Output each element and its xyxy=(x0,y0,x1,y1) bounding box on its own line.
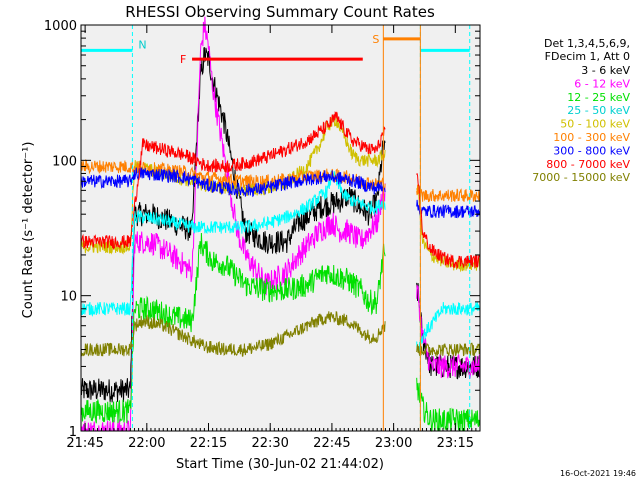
legend-entry-50-100-keV: 50 - 100 keV xyxy=(560,118,630,131)
legend-entry-7000-15000-keV: 7000 - 15000 keV xyxy=(532,171,630,184)
series-line-300-800-keV xyxy=(80,167,481,219)
night-label: N xyxy=(138,38,146,51)
saa-label: S xyxy=(372,33,379,46)
legend-entry-6-12-keV: 6 - 12 keV xyxy=(574,77,630,90)
x-tick-label-4: 22:45 xyxy=(313,436,350,451)
y-tick-label-2: 100 xyxy=(52,154,77,169)
x-tick-label-6: 23:15 xyxy=(437,436,474,451)
x-tick-label-3: 22:30 xyxy=(251,436,288,451)
data-gaps xyxy=(385,25,417,431)
x-axis-label: Start Time (30-Jun-02 21:44:02) xyxy=(176,457,384,472)
series-line-12-25-keV xyxy=(80,232,481,432)
data-gap-0 xyxy=(385,25,417,431)
x-tick-label-2: 22:15 xyxy=(190,436,227,451)
legend-entry-300-800-keV: 300 - 800 keV xyxy=(553,144,630,157)
y-tick-label-3: 1000 xyxy=(44,19,77,34)
legend-entry-25-50-keV: 25 - 50 keV xyxy=(567,104,630,117)
legend-entry-800-7000-keV: 800 - 7000 keV xyxy=(546,158,630,171)
annotations: N F S xyxy=(81,25,471,431)
y-tick-label-0: 1 xyxy=(69,425,77,440)
chart-title: RHESSI Observing Summary Count Rates xyxy=(125,3,435,21)
y-axis-label: Count Rate (s⁻¹ detector⁻¹) xyxy=(21,142,36,319)
x-tick-label-1: 22:00 xyxy=(128,436,165,451)
x-tick-label-5: 23:00 xyxy=(375,436,412,451)
y-tick-label-1: 10 xyxy=(60,290,77,305)
legend-entry-3-6-keV: 3 - 6 keV xyxy=(581,64,630,77)
footer-date: 16-Oct-2021 19:46 xyxy=(560,469,636,478)
plot-frame xyxy=(80,24,481,432)
legend-header-line-1: Det 1,3,4,5,6,9, xyxy=(544,37,630,50)
legend-header-line-2: FDecim 1, Att 0 xyxy=(545,50,630,63)
flare-label: F xyxy=(180,53,186,66)
legend-entry-100-300-keV: 100 - 300 keV xyxy=(553,131,630,144)
x-tick-label-0: 21:45 xyxy=(66,436,103,451)
legend-entry-12-25-keV: 12 - 25 keV xyxy=(567,91,630,104)
axes: 21:45 22:00 22:15 22:30 22:45 23:00 23:15 1 10 10… xyxy=(44,19,481,451)
